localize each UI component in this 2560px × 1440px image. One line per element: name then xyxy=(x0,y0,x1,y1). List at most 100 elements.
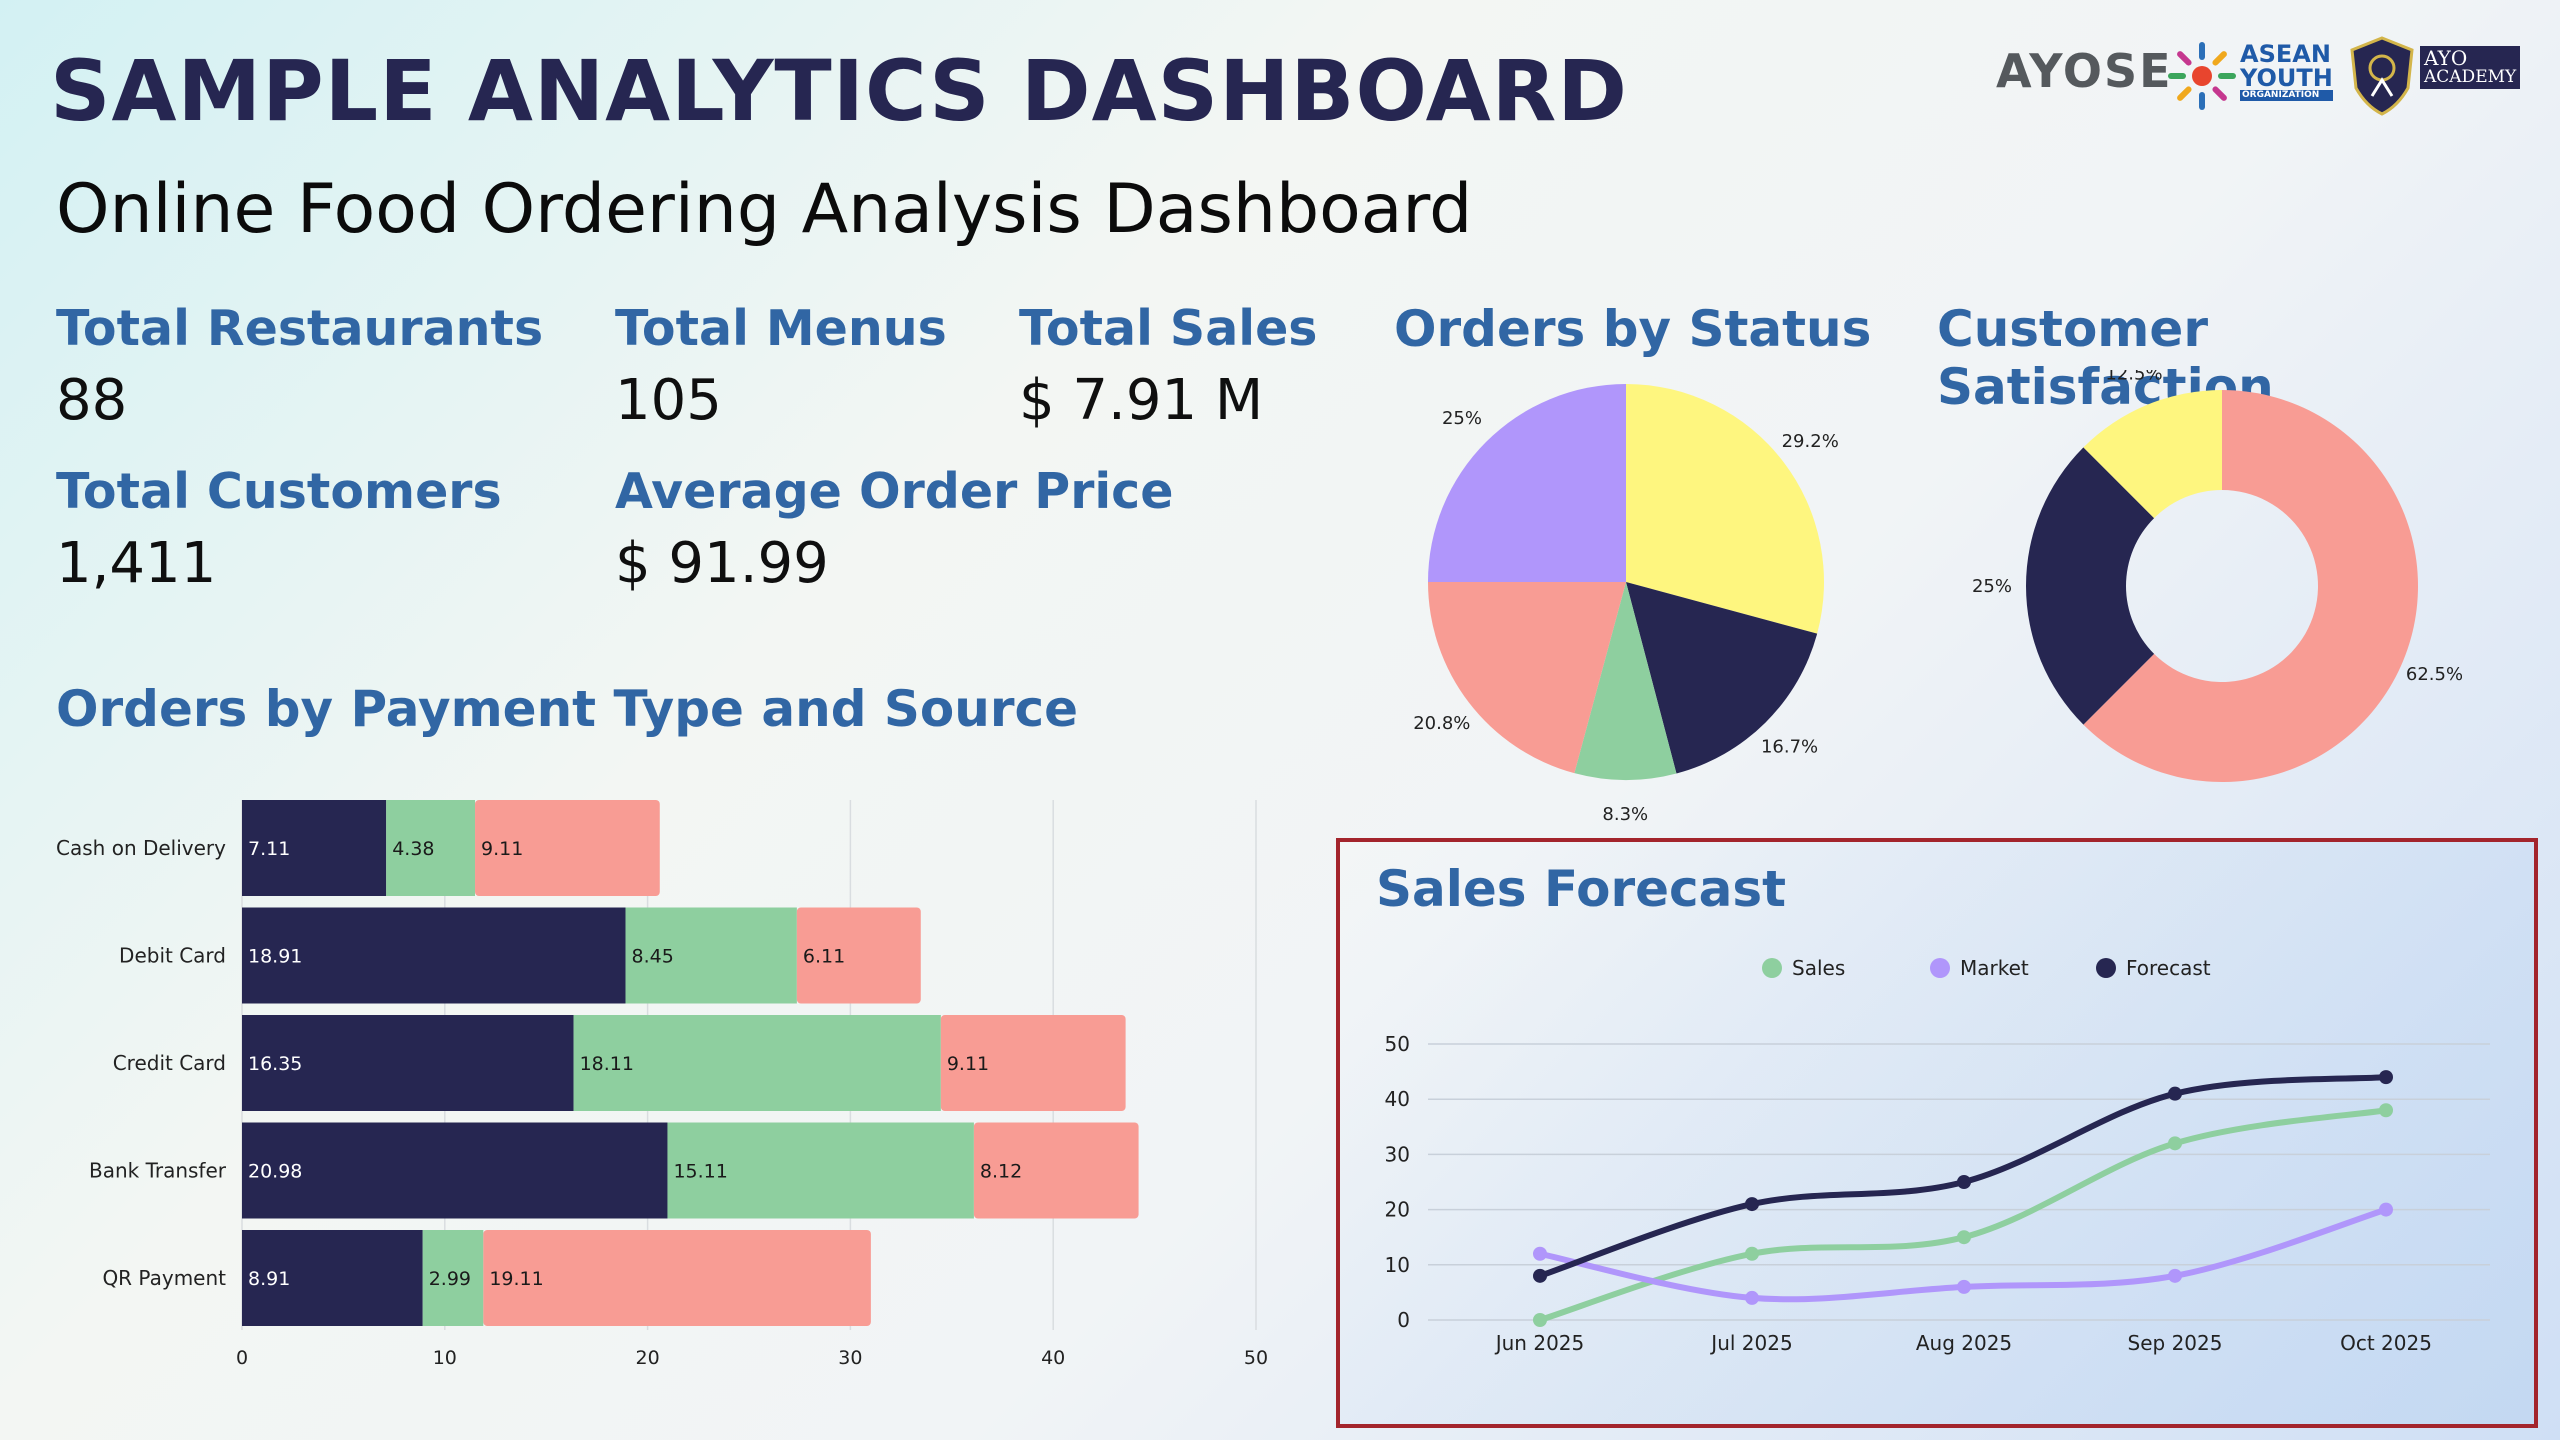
bar-value-label-1-1: 8.45 xyxy=(631,946,673,968)
bar-segment-3-2 xyxy=(973,1122,1139,1219)
satisfaction-donut-chart: 62.5% 25% 12.5% xyxy=(1972,370,2462,782)
bar-value-label-2-1: 18.11 xyxy=(580,1053,634,1075)
ayo-academy-logo: AYO ACADEMY xyxy=(2420,46,2520,89)
series-point-sales-4 xyxy=(2379,1103,2393,1118)
series-point-sales-3 xyxy=(2168,1136,2182,1151)
orders_by_status-label-4: 25% xyxy=(1442,408,1482,429)
customer_satisfaction-label-1: 25% xyxy=(1972,576,2012,597)
bar-segment-2-0 xyxy=(242,1015,574,1111)
bar-segment-1-1 xyxy=(625,907,797,1004)
bar-segment-0-1 xyxy=(386,800,476,896)
academy-shield-icon xyxy=(2350,36,2414,116)
bar-value-label-1-0: 18.91 xyxy=(248,946,302,968)
kpi-customers-label: Total Customers xyxy=(56,463,502,520)
series-point-forecast-3 xyxy=(2168,1086,2182,1101)
orders_by_status-slice-1 xyxy=(1626,582,1818,774)
line-ytick-3: 30 xyxy=(1385,1142,1410,1166)
kpi-avg-price-value: $ 91.99 xyxy=(615,531,829,596)
partner-logos: AYOSE ASEAN YOUTH ORGANIZATION AYO ACADE… xyxy=(1996,36,2526,120)
customer_satisfaction-slice-2 xyxy=(2083,390,2222,519)
series-point-market-0 xyxy=(1533,1246,1547,1261)
bar-segment-4-2 xyxy=(483,1230,871,1326)
line-ytick-0: 0 xyxy=(1397,1308,1410,1332)
bar-xtick-1: 10 xyxy=(433,1347,457,1369)
line-xtick-1: Jul 2025 xyxy=(1709,1331,1792,1355)
kpi-sales-label: Total Sales xyxy=(1019,300,1318,357)
bar-segment-0-2 xyxy=(475,800,660,896)
orders-status-pie-chart: 29.2% 16.7% 8.3% 20.8% 25% xyxy=(1413,384,1839,825)
bar-value-label-4-1: 2.99 xyxy=(429,1268,471,1290)
series-point-sales-2 xyxy=(1957,1230,1971,1245)
bar-value-label-3-2: 8.12 xyxy=(980,1161,1022,1183)
bar-segment-4-1 xyxy=(422,1230,484,1326)
kpi-menus-value: 105 xyxy=(615,368,722,433)
legend-marker-0 xyxy=(1762,958,1782,978)
bar-xtick-3: 30 xyxy=(838,1347,862,1369)
kpi-restaurants-value: 88 xyxy=(56,368,128,433)
bar-category-label-1: Debit Card xyxy=(119,944,226,968)
line-xtick-3: Sep 2025 xyxy=(2128,1331,2223,1355)
kpi-restaurants-label: Total Restaurants xyxy=(56,300,544,357)
bar-xtick-5: 50 xyxy=(1244,1347,1268,1369)
kpi-menus-label: Total Menus xyxy=(615,300,947,357)
bar-value-label-2-0: 16.35 xyxy=(248,1053,302,1075)
bar-value-label-3-1: 15.11 xyxy=(673,1161,727,1183)
customer_satisfaction-slice-1 xyxy=(2026,447,2155,725)
legend-marker-1 xyxy=(1930,958,1950,978)
legend-label-0: Sales xyxy=(1792,956,1845,980)
bar-value-label-4-0: 8.91 xyxy=(248,1268,290,1290)
legend-marker-2 xyxy=(2096,958,2116,978)
bar-segment-2-1 xyxy=(573,1015,941,1111)
bar-category-label-3: Bank Transfer xyxy=(89,1159,227,1183)
bar-value-label-0-1: 4.38 xyxy=(392,838,434,860)
line-ytick-1: 10 xyxy=(1385,1253,1410,1277)
orders_by_status-label-2: 8.3% xyxy=(1602,804,1648,825)
payment-chart-title: Orders by Payment Type and Source xyxy=(56,680,1079,738)
bar-value-label-0-0: 7.11 xyxy=(248,838,290,860)
orders_by_status-label-1: 16.7% xyxy=(1761,737,1818,758)
kpi-avg-price-label: Average Order Price xyxy=(615,463,1174,520)
series-point-market-4 xyxy=(2379,1202,2393,1217)
dashboard-title: SAMPLE ANALYTICS DASHBOARD xyxy=(50,42,1629,140)
orders_by_status-label-0: 29.2% xyxy=(1782,431,1839,452)
asean-youth-logo: ASEAN YOUTH ORGANIZATION xyxy=(2240,42,2333,101)
kpi-customers-value: 1,411 xyxy=(56,531,217,596)
payment-bar-chart: 0 10 20 30 40 50 Cash on Delivery 7.11 4.38 9.11 D… xyxy=(56,800,1268,1369)
orders_by_status-slice-2 xyxy=(1574,582,1677,780)
customer_satisfaction-label-0: 62.5% xyxy=(2406,664,2462,685)
orders_by_status-slice-0 xyxy=(1626,384,1824,634)
series-point-forecast-0 xyxy=(1533,1268,1547,1283)
bar-category-label-0: Cash on Delivery xyxy=(56,836,226,860)
bar-segment-1-2 xyxy=(796,907,921,1004)
bar-segment-2-2 xyxy=(940,1015,1126,1111)
bar-xtick-0: 0 xyxy=(236,1347,248,1369)
academy-line1: AYO xyxy=(2424,46,2468,70)
legend-label-1: Market xyxy=(1960,956,2029,980)
asean-line2: YOUTH xyxy=(2240,64,2333,92)
line-ytick-2: 20 xyxy=(1385,1198,1410,1222)
orders_by_status-slice-4 xyxy=(1428,384,1626,582)
sales-forecast-panel: Sales Forecast 0 10 20 30 40 50 Jun 2025 Jul 20… xyxy=(1336,838,2538,1428)
series-point-sales-0 xyxy=(1533,1313,1547,1327)
dashboard-subtitle: Online Food Ordering Analysis Dashboard xyxy=(56,170,1473,249)
bar-xtick-2: 20 xyxy=(636,1347,660,1369)
series-point-forecast-2 xyxy=(1957,1175,1971,1189)
kpi-sales-value: $ 7.91 M xyxy=(1019,368,1264,433)
bar-value-label-2-2: 9.11 xyxy=(947,1053,989,1075)
bar-category-label-2: Credit Card xyxy=(113,1051,226,1075)
asean-line1: ASEAN xyxy=(2240,40,2331,68)
bar-xtick-4: 40 xyxy=(1041,1347,1065,1369)
orders_by_status-label-3: 20.8% xyxy=(1413,713,1470,734)
sales-forecast-line-chart: 0 10 20 30 40 50 Jun 2025 Jul 2025 Aug 2025 Sep 2… xyxy=(1385,956,2490,1355)
bar-value-label-0-2: 9.11 xyxy=(481,838,523,860)
orders-status-title: Orders by Status xyxy=(1394,300,1872,358)
bar-segment-3-0 xyxy=(242,1122,668,1219)
bar-segment-1-0 xyxy=(242,907,626,1004)
forecast-title: Sales Forecast xyxy=(1376,860,1787,918)
series-point-market-2 xyxy=(1957,1279,1971,1294)
bar-value-label-1-2: 6.11 xyxy=(803,946,845,968)
asean-line3: ORGANIZATION xyxy=(2240,90,2333,101)
satisfaction-title: Customer Satisfaction xyxy=(1937,300,2274,416)
ayose-logo: AYOSE xyxy=(1996,44,2173,98)
series-point-market-1 xyxy=(1745,1290,1759,1305)
